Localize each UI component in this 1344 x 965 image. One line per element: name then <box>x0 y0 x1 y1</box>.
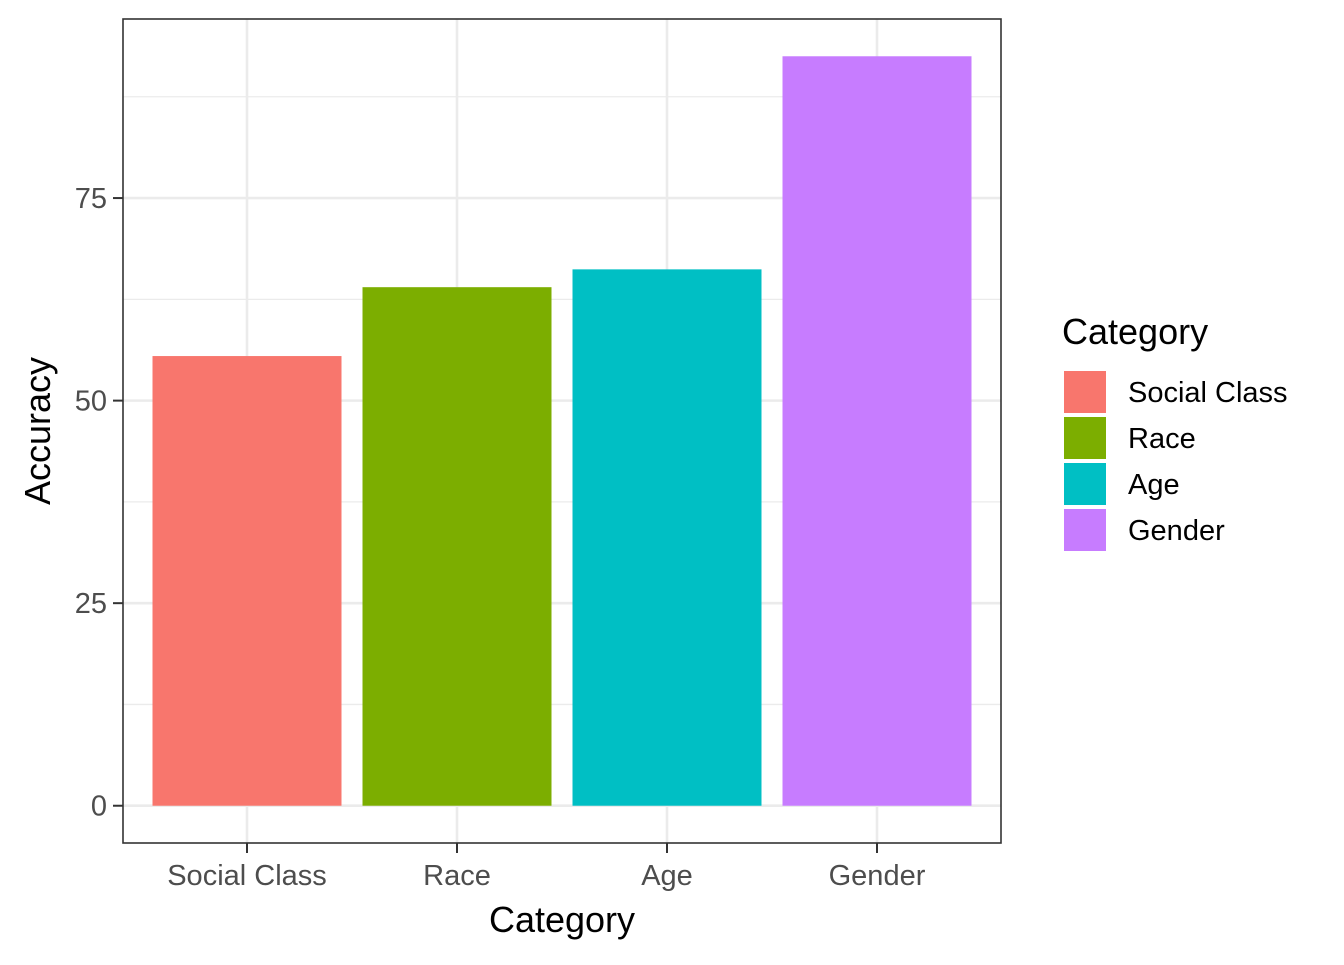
y-tick-label: 25 <box>75 588 107 620</box>
bar-race <box>362 287 552 806</box>
x-tick-label: Race <box>423 860 491 892</box>
x-tick-label: Social Class <box>167 860 327 892</box>
y-tick-label: 50 <box>75 386 107 418</box>
legend-key <box>1064 417 1106 459</box>
bar-gender <box>782 56 972 806</box>
legend: Category Social Class Race Age Gender <box>1062 311 1288 551</box>
legend-label: Age <box>1128 469 1180 501</box>
y-tick-label: 0 <box>91 791 107 823</box>
legend-key <box>1064 463 1106 505</box>
axis-layer: 0 25 50 75 Social Class Race Age Gender <box>75 183 926 892</box>
bar-layer <box>152 56 972 806</box>
legend-label: Gender <box>1128 515 1225 547</box>
bar-social-class <box>152 356 342 806</box>
legend-title: Category <box>1062 311 1208 352</box>
y-axis-title: Accuracy <box>17 357 58 505</box>
x-tick-label: Age <box>641 860 693 892</box>
legend-key <box>1064 509 1106 551</box>
x-axis-title: Category <box>489 899 635 940</box>
plot-panel-border <box>122 18 1002 844</box>
legend-label: Social Class <box>1128 377 1288 409</box>
x-tick-label: Gender <box>829 860 926 892</box>
y-tick-label: 75 <box>75 183 107 215</box>
legend-label: Race <box>1128 423 1196 455</box>
legend-key <box>1064 371 1106 413</box>
bar-age <box>572 269 762 806</box>
